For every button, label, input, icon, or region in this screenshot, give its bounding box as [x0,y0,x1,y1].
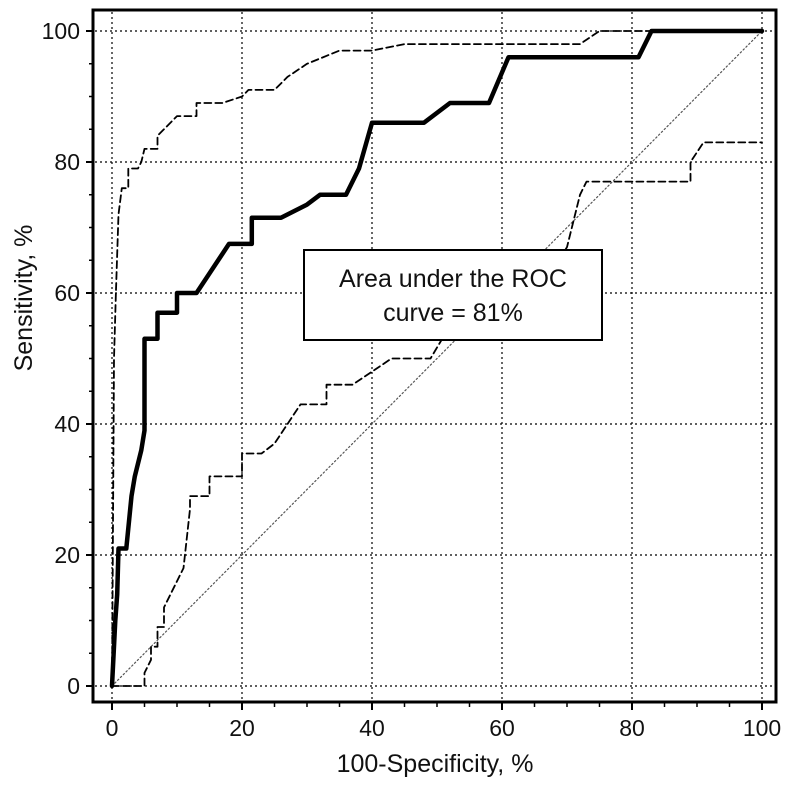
plot-frame [91,8,778,704]
y-axis: 0 20 40 60 80 100 [42,18,93,699]
annotation-line-2: curve = 81% [383,299,523,327]
x-tick-label: 100 [743,715,781,741]
x-tick-label: 60 [489,715,515,741]
y-tick-label: 100 [42,18,80,44]
y-tick-label: 40 [54,411,80,437]
x-tick-label: 40 [359,715,385,741]
x-axis-title: 100-Specificity, % [337,750,534,778]
series-group [109,28,765,689]
series-dashed-lower [111,141,763,687]
annotation-box: Area under the ROC curve = 81% [303,249,603,341]
y-axis-title: Sensitivity, % [10,225,38,372]
x-axis: 0 20 40 60 80 100 [106,702,781,741]
y-tick-label: 0 [67,673,80,699]
series-dotted-diagonal [111,30,763,687]
y-tick-label: 60 [54,280,80,306]
series-solid-thick [109,28,765,689]
x-tick-label: 0 [106,715,119,741]
annotation-line-1: Area under the ROC [339,265,567,293]
y-tick-label: 80 [54,149,80,175]
series-dashed-upper [111,30,763,687]
x-tick-label: 80 [619,715,645,741]
x-tick-label: 20 [229,715,255,741]
y-tick-label: 20 [54,542,80,568]
